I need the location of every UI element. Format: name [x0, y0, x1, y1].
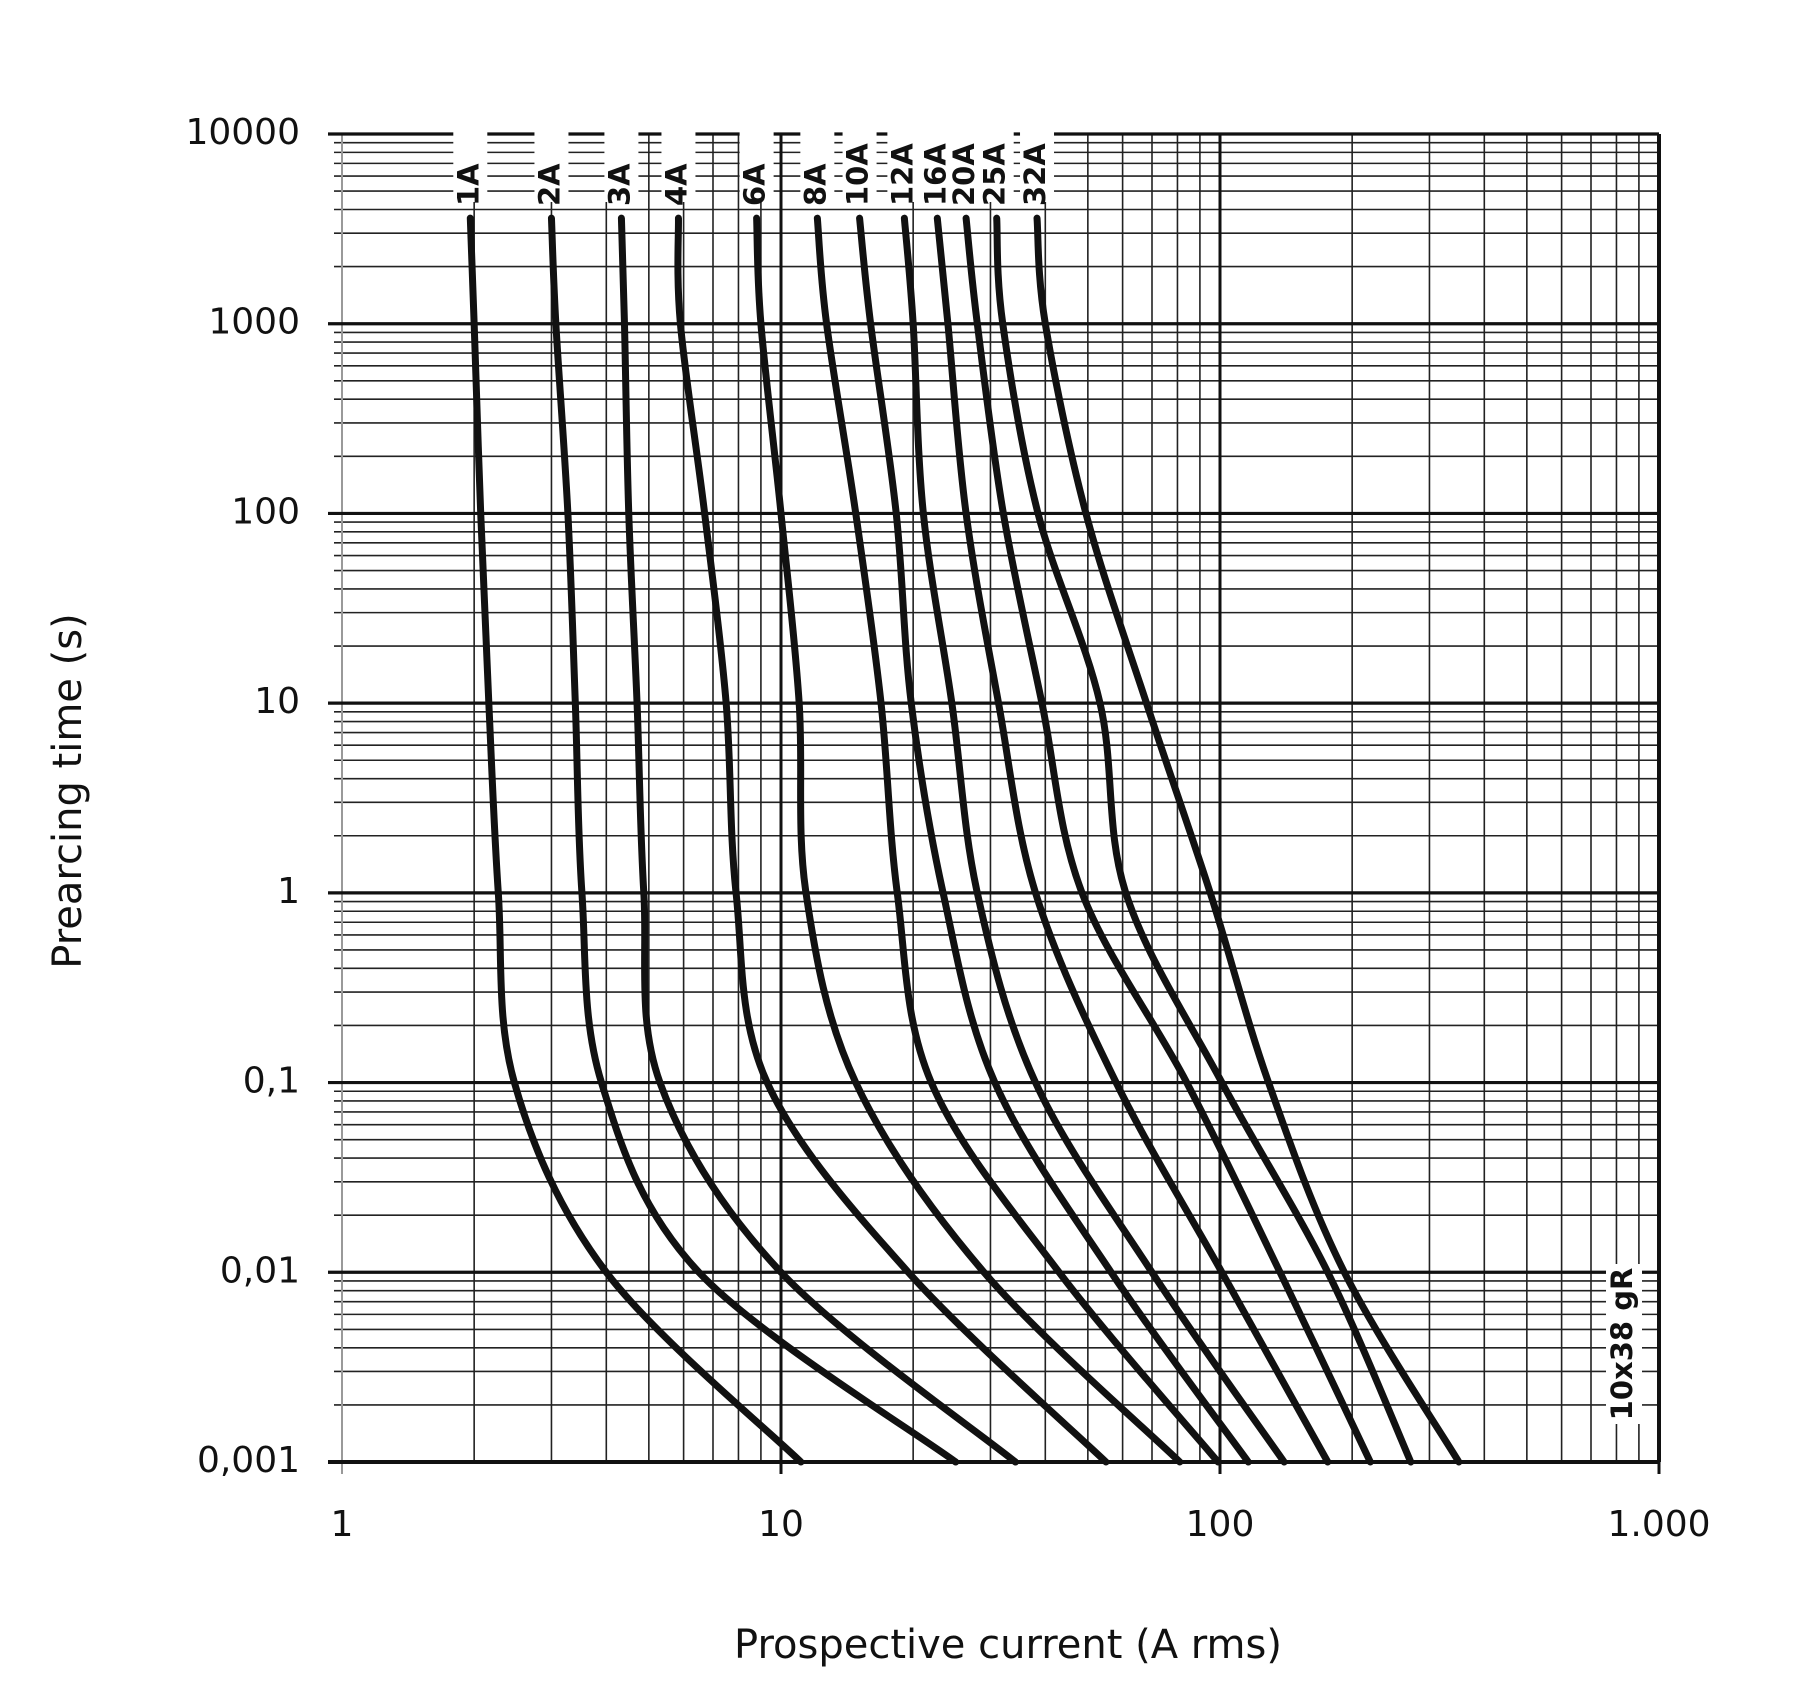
labels: 1 10 100 1.000 0,001 0,01 0,1 1 10 100 1000 10000 1A…: [185, 112, 1710, 1545]
fuse-curve: [674, 214, 1110, 1466]
x-tick-label: 10: [758, 1504, 804, 1545]
curve-label-bg: [800, 128, 835, 202]
legend-label: 8A: [798, 163, 832, 206]
y-tick-label: 0,01: [220, 1250, 300, 1291]
y-tick-label: 0,001: [197, 1440, 300, 1481]
legend-label: 20A: [947, 143, 981, 206]
fuse-curve: [856, 214, 1252, 1466]
y-tick-label: 0,1: [243, 1061, 300, 1102]
curve-label-bg: [739, 128, 774, 202]
y-tick-label: 10000: [185, 112, 300, 153]
annotation-bg: [1606, 1264, 1642, 1424]
legend-label: 2A: [532, 163, 566, 206]
curve-label-bg: [979, 128, 1014, 202]
curve-label-bg: [534, 128, 569, 202]
curve-label-bg: [887, 128, 922, 202]
legend-label: 16A: [918, 143, 952, 206]
fuse-curve: [547, 214, 960, 1466]
legend-label: 3A: [602, 163, 636, 206]
x-axis-title: Prospective current (A rms): [734, 1622, 1282, 1668]
y-axis-title: Prearcing time (s): [45, 613, 91, 968]
x-tick-label: 100: [1186, 1504, 1255, 1545]
fuse-curve: [993, 214, 1415, 1466]
legend-label: 12A: [885, 143, 919, 206]
y-tick-label: 10: [254, 681, 300, 722]
legend-label: 32A: [1018, 143, 1052, 206]
legend-label: 25A: [978, 143, 1012, 206]
fuse-curve: [962, 214, 1374, 1466]
legend-label: 1A: [451, 163, 485, 206]
curve-label-bg: [920, 128, 955, 202]
x-tick-label: 1: [331, 1504, 354, 1545]
curve-label-bg: [949, 128, 984, 202]
fuse-curve: [617, 214, 1019, 1466]
fuse-curve: [466, 214, 805, 1466]
x-tick-label: 1.000: [1607, 1504, 1710, 1545]
grid: [328, 132, 1661, 1474]
y-tick-label: 1000: [208, 302, 300, 343]
legend-label: 10A: [841, 143, 875, 206]
curve-label-bg: [453, 128, 488, 202]
curve-label-bg: [842, 128, 877, 202]
curve-label-bg: [661, 128, 696, 202]
fuse-curve: [753, 214, 1184, 1466]
legend-label: 6A: [738, 163, 772, 206]
y-tick-label: 1: [277, 871, 300, 912]
legend-label: 4A: [659, 163, 693, 206]
fuse-curve: [1033, 214, 1463, 1466]
fuse-curve: [933, 214, 1332, 1466]
curves: [466, 214, 1463, 1466]
annotation: 10x38 gR: [1605, 1268, 1639, 1421]
curve-label-bg: [604, 128, 639, 202]
fuse-curve: [900, 214, 1288, 1466]
fuse-curve: [813, 214, 1222, 1466]
curve-label-bg: [1020, 128, 1055, 202]
y-tick-label: 100: [231, 491, 300, 532]
